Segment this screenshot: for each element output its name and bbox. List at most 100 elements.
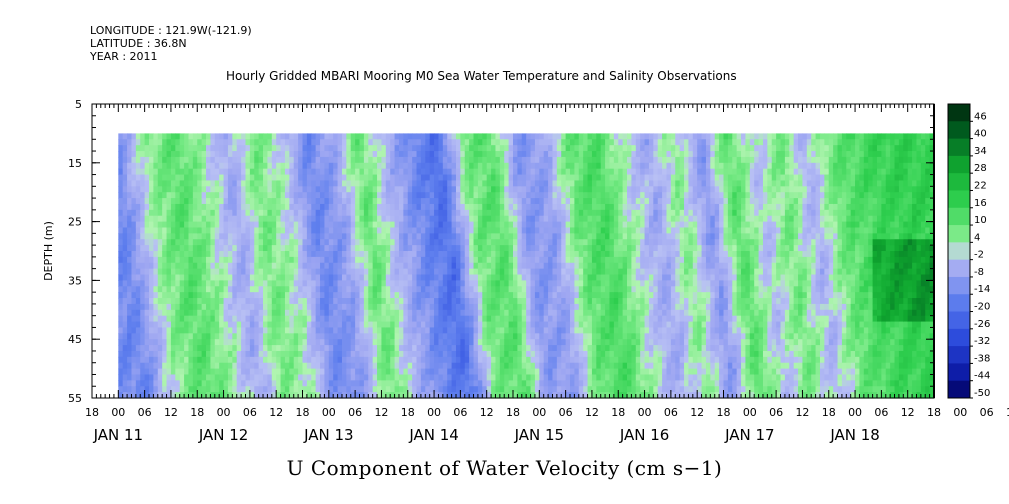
heatmap-cell (526, 309, 532, 317)
heatmap-cell (153, 198, 159, 205)
heatmap-cell (412, 233, 418, 240)
heatmap-cell (359, 209, 365, 217)
heatmap-cell (477, 239, 483, 246)
heatmap-cell (561, 262, 567, 270)
heatmap-cell (381, 286, 387, 293)
heatmap-cell (197, 374, 203, 381)
heatmap-cell (302, 392, 308, 399)
heatmap-cell (587, 139, 593, 146)
heatmap-cell (162, 321, 168, 329)
heatmap-cell (271, 292, 277, 299)
heatmap-cell (254, 321, 260, 329)
heatmap-cell (350, 133, 356, 140)
heatmap-cell (298, 198, 304, 205)
heatmap-cell (534, 345, 540, 352)
heatmap-cell (574, 268, 580, 276)
heatmap-cell (355, 245, 361, 252)
heatmap-cell (477, 245, 483, 252)
heatmap-cell (381, 174, 387, 182)
heatmap-cell (504, 180, 510, 187)
heatmap-cell (144, 198, 150, 205)
heatmap-cell (175, 186, 181, 193)
heatmap-cell (188, 327, 194, 334)
heatmap-cell (280, 292, 286, 299)
heatmap-cell (267, 339, 273, 346)
heatmap-cell (495, 168, 501, 176)
heatmap-cell (298, 303, 304, 311)
heatmap-cell (434, 356, 440, 364)
heatmap-cell (477, 151, 483, 158)
heatmap-cell (127, 145, 133, 152)
heatmap-cell (302, 192, 308, 199)
heatmap-cell (170, 156, 176, 164)
heatmap-cell (311, 292, 317, 299)
heatmap-cell (587, 233, 593, 240)
heatmap-cell (267, 280, 273, 287)
heatmap-cell (170, 215, 176, 223)
heatmap-cell (504, 256, 510, 264)
heatmap-cell (341, 174, 347, 182)
heatmap-cell (578, 362, 584, 370)
heatmap-cell (236, 374, 242, 381)
heatmap-cell (359, 174, 365, 182)
heatmap-cell (254, 186, 260, 193)
heatmap-cell (429, 286, 435, 293)
heatmap-cell (412, 350, 418, 358)
heatmap-cell (298, 151, 304, 158)
heatmap-cell (254, 268, 260, 276)
heatmap-cell (249, 221, 255, 229)
heatmap-cell (372, 327, 378, 334)
heatmap-cell (513, 374, 518, 381)
heatmap-cell (438, 156, 444, 164)
heatmap-cell (363, 256, 369, 264)
heatmap-cell (583, 227, 589, 234)
heatmap-cell (600, 268, 606, 276)
heatmap-cell (539, 139, 545, 146)
heatmap-cell (192, 174, 198, 182)
heatmap-cell (460, 339, 466, 346)
heatmap-cell (578, 345, 584, 352)
heatmap-cell (385, 298, 391, 305)
heatmap-cell (302, 151, 308, 158)
heatmap-cell (372, 362, 378, 370)
heatmap-cell (477, 345, 483, 352)
heatmap-cell (583, 274, 589, 281)
heatmap-cell (385, 174, 391, 182)
heatmap-cell (144, 245, 150, 252)
heatmap-cell (469, 186, 475, 193)
heatmap-cell (513, 262, 518, 270)
heatmap-cell (258, 203, 264, 211)
heatmap-cell (324, 321, 330, 329)
heatmap-cell (425, 333, 431, 340)
heatmap-cell (249, 133, 255, 140)
heatmap-cell (438, 221, 444, 229)
heatmap-cell (534, 386, 540, 393)
heatmap-cell (534, 380, 540, 387)
heatmap-cell (477, 133, 483, 140)
heatmap-cell (184, 209, 190, 217)
heatmap-cell (486, 374, 492, 381)
heatmap-cell (570, 262, 575, 270)
heatmap-cell (166, 180, 172, 187)
heatmap-cell (561, 209, 567, 217)
heatmap-cell (341, 162, 347, 170)
heatmap-cell (565, 362, 571, 370)
heatmap-cell (350, 186, 356, 193)
heatmap-cell (434, 174, 440, 182)
heatmap-cell (469, 309, 475, 317)
heatmap-cell (135, 286, 141, 293)
heatmap-cell (561, 215, 567, 223)
heatmap-cell (407, 345, 413, 352)
heatmap-cell (447, 192, 453, 199)
heatmap-cell (591, 303, 597, 311)
heatmap-cell (578, 368, 584, 376)
heatmap-cell (372, 339, 378, 346)
heatmap-cell (548, 162, 554, 170)
heatmap-cell (245, 298, 251, 305)
heatmap-cell (377, 251, 383, 258)
heatmap-cell (232, 315, 238, 323)
heatmap-cell (548, 292, 554, 299)
heatmap-cell (298, 251, 304, 258)
heatmap-cell (526, 386, 532, 393)
heatmap-cell (600, 233, 606, 240)
